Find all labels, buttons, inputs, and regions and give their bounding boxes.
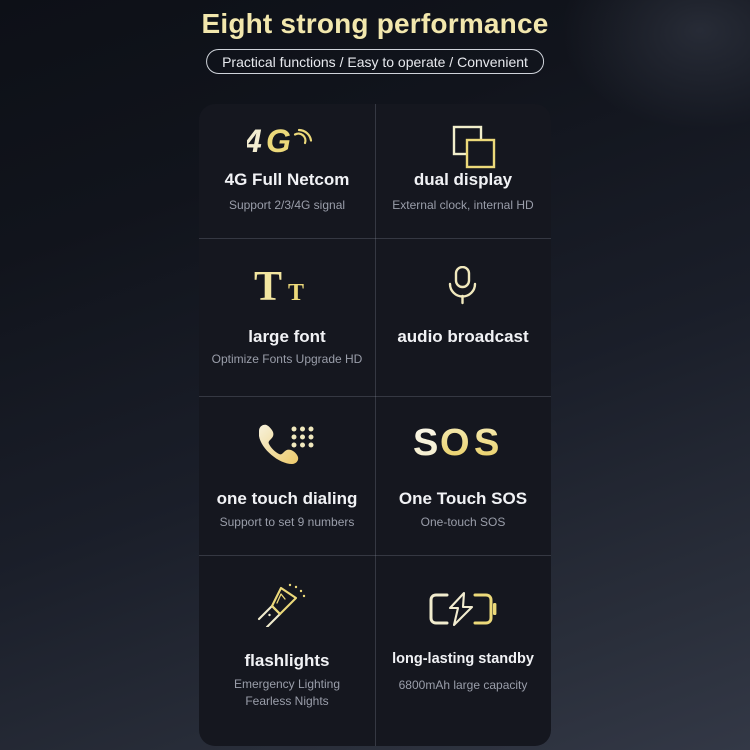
svg-text:4: 4 <box>247 123 262 159</box>
svg-text:T: T <box>288 280 304 306</box>
svg-text:G: G <box>266 123 291 159</box>
svg-text:O: O <box>440 422 468 464</box>
svg-text:T: T <box>254 264 282 308</box>
svg-text:S: S <box>474 422 498 464</box>
svg-text:S: S <box>413 422 437 464</box>
